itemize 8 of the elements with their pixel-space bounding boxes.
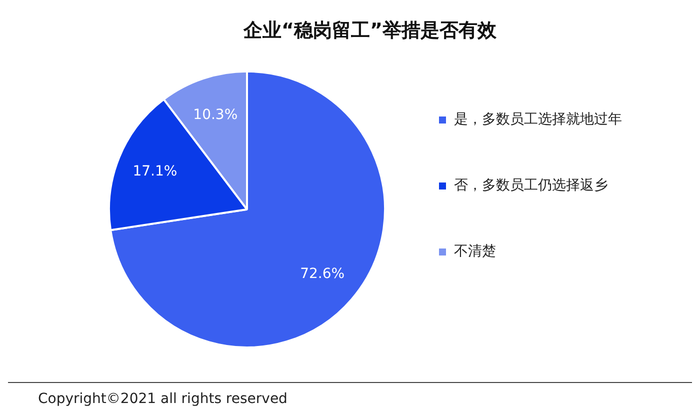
data-label: 72.6% [300,266,345,282]
legend-label: 不清楚 [454,244,496,260]
data-label: 10.3% [193,106,238,123]
legend-label: 否，多数员工仍选择返乡 [454,178,608,194]
data-label: 17.1% [132,164,178,180]
chart-title: 企业“稳岗留工”举措是否有效 [242,19,498,42]
legend-label: 是，多数员工选择就地过年 [454,112,622,128]
text: Copyright©2021 all rights reserved [8,382,692,407]
